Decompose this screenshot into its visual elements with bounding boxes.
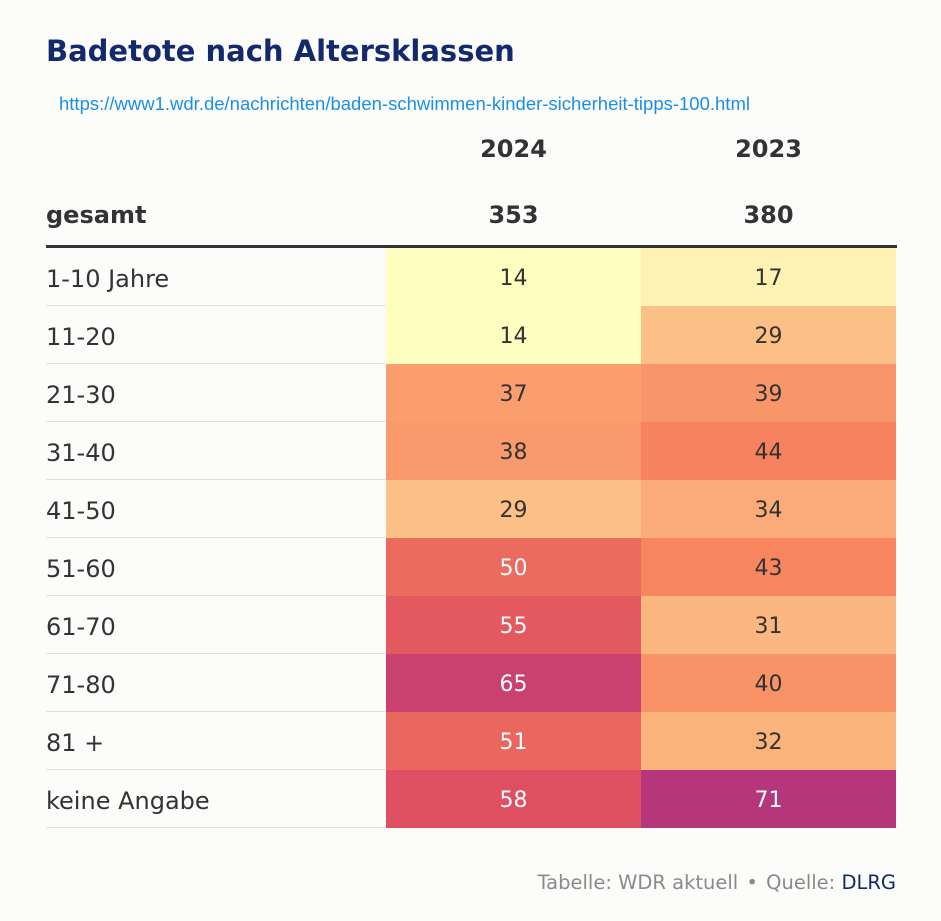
row-divider bbox=[46, 479, 386, 480]
row-label: keine Angabe bbox=[46, 787, 210, 815]
heat-cell-2024: 14 bbox=[386, 306, 641, 364]
table-row: 81 + 51 32 bbox=[46, 712, 897, 770]
heat-cell-2024: 14 bbox=[386, 248, 641, 306]
table-row: 71-80 65 40 bbox=[46, 654, 897, 712]
table-row: 11-20 14 29 bbox=[46, 306, 897, 364]
heat-cell-2024: 58 bbox=[386, 770, 641, 828]
row-divider bbox=[46, 305, 386, 306]
row-label: 81 + bbox=[46, 729, 105, 757]
footer-separator: • bbox=[746, 871, 758, 894]
row-label: 41-50 bbox=[46, 497, 116, 525]
heat-cell-2023: 39 bbox=[641, 364, 896, 422]
table-row: keine Angabe 58 71 bbox=[46, 770, 897, 828]
footer-credit: Tabelle: WDR aktuell bbox=[537, 871, 739, 894]
row-label: 1-10 Jahre bbox=[46, 265, 170, 293]
heat-cell-2024: 37 bbox=[386, 364, 641, 422]
heat-cell-2024: 55 bbox=[386, 596, 641, 654]
heat-cell-2023: 29 bbox=[641, 306, 896, 364]
heat-cell-2023: 34 bbox=[641, 480, 896, 538]
row-divider bbox=[46, 711, 386, 712]
table-row: 61-70 55 31 bbox=[46, 596, 897, 654]
heat-cell-2024: 51 bbox=[386, 712, 641, 770]
row-divider bbox=[46, 421, 386, 422]
heat-cell-2023: 71 bbox=[641, 770, 896, 828]
footer: Tabelle: WDR aktuell • Quelle: DLRG bbox=[537, 871, 896, 894]
source-url-link[interactable]: https://www1.wdr.de/nachrichten/baden-sc… bbox=[59, 93, 750, 114]
row-label: 61-70 bbox=[46, 613, 116, 641]
row-label: 51-60 bbox=[46, 555, 116, 583]
total-value-2023: 380 bbox=[743, 201, 794, 229]
heat-cell-2024: 29 bbox=[386, 480, 641, 538]
heat-cell-2023: 31 bbox=[641, 596, 896, 654]
heat-cell-2024: 38 bbox=[386, 422, 641, 480]
column-header-2023: 2023 bbox=[735, 135, 802, 163]
table-row: 51-60 50 43 bbox=[46, 538, 897, 596]
heat-cell-2023: 32 bbox=[641, 712, 896, 770]
heat-cell-2023: 43 bbox=[641, 538, 896, 596]
row-label: 71-80 bbox=[46, 671, 116, 699]
total-label: gesamt bbox=[46, 201, 147, 229]
row-divider bbox=[46, 653, 386, 654]
table-row: 41-50 29 34 bbox=[46, 480, 897, 538]
table-row: 31-40 38 44 bbox=[46, 422, 897, 480]
heat-cell-2023: 44 bbox=[641, 422, 896, 480]
row-divider bbox=[46, 363, 386, 364]
footer-source-link[interactable]: DLRG bbox=[841, 871, 896, 894]
header-divider bbox=[46, 245, 897, 248]
row-label: 11-20 bbox=[46, 323, 116, 351]
table-body: 1-10 Jahre 14 17 11-20 14 29 21-30 37 39 31-40 38 4… bbox=[46, 248, 897, 828]
heat-cell-2024: 65 bbox=[386, 654, 641, 712]
table-row: 21-30 37 39 bbox=[46, 364, 897, 422]
row-divider bbox=[46, 595, 386, 596]
row-divider bbox=[46, 827, 386, 828]
row-divider bbox=[46, 537, 386, 538]
heat-cell-2023: 17 bbox=[641, 248, 896, 306]
row-label: 31-40 bbox=[46, 439, 116, 467]
table-row: 1-10 Jahre 14 17 bbox=[46, 248, 897, 306]
chart-title: Badetote nach Altersklassen bbox=[46, 34, 515, 68]
heat-cell-2023: 40 bbox=[641, 654, 896, 712]
row-divider bbox=[46, 769, 386, 770]
row-label: 21-30 bbox=[46, 381, 116, 409]
footer-source-label: Quelle: bbox=[766, 871, 836, 894]
total-value-2024: 353 bbox=[488, 201, 539, 229]
column-header-2024: 2024 bbox=[480, 135, 547, 163]
heat-cell-2024: 50 bbox=[386, 538, 641, 596]
